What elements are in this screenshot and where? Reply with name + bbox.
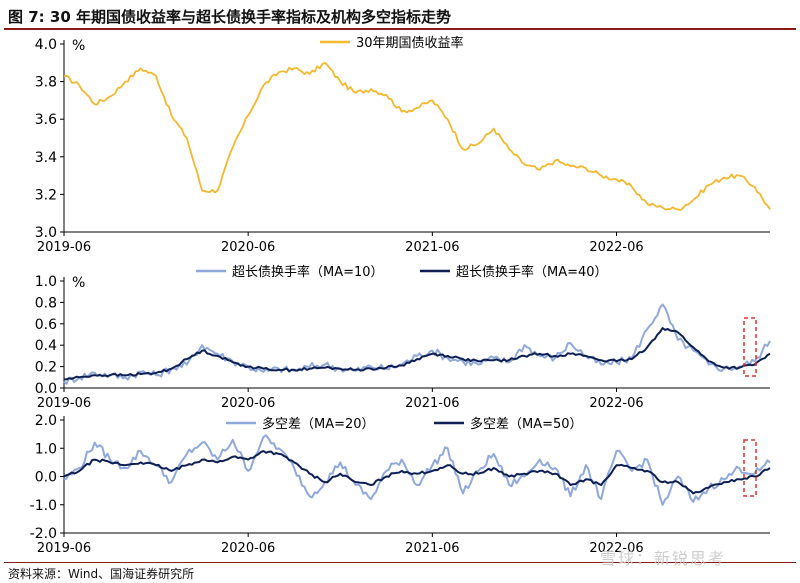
spread-x-tick-label: 2021-06 <box>405 541 459 556</box>
turnover-y-tick-label: 1.0 <box>35 274 57 290</box>
yield-y-tick-label: 4.0 <box>35 37 57 53</box>
yield-x-tick-label: 2021-06 <box>405 240 459 255</box>
yield-series-line-1 <box>63 61 771 211</box>
spread-highlight-box <box>743 439 757 497</box>
spread-legend-label-2: 多空差（MA=50） <box>470 416 583 432</box>
yield-legend-label-1: 30年期国债收益率 <box>356 35 464 51</box>
figure-header: 图 7: 30 年期国债收益率与超长债换手率指标及机构多空指标走势 <box>0 0 800 30</box>
turnover-legend-label-2: 超长债换手率（MA=40） <box>456 264 608 280</box>
watermark-text: 雪球：新锐思考 <box>600 549 727 568</box>
spread-chart-panel: -2.0 -1.0 0.0 1.0 2.0 2019-06 2020-06 2021-06 20… <box>30 413 771 556</box>
yield-y-tick-label: 3.0 <box>35 225 57 241</box>
source-note: 资料来源：Wind、国海证券研究所 <box>8 567 195 581</box>
yield-chart-panel: 3.0 3.2 3.4 3.6 3.8 4.0 % 2019-06 2020-06 2021-06… <box>35 35 771 255</box>
turnover-legend-label-1: 超长债换手率（MA=10） <box>232 264 384 280</box>
spread-y-tick-label: -1.0 <box>30 498 57 514</box>
turnover-x-tick-label: 2019-06 <box>37 396 91 411</box>
spread-legend-label-1: 多空差（MA=20） <box>262 416 375 432</box>
turnover-y-tick-label: 0.6 <box>35 317 57 333</box>
turnover-highlight-box <box>743 317 757 377</box>
spread-y-tick-label: 1.0 <box>35 441 57 457</box>
spread-series-line-2 <box>63 450 771 495</box>
yield-y-tick-label: 3.2 <box>35 187 57 203</box>
turnover-series-line-1 <box>63 303 771 385</box>
turnover-x-tick-label: 2020-06 <box>221 396 275 411</box>
yield-x-tick-label: 2020-06 <box>221 240 275 255</box>
footer-divider <box>4 562 796 563</box>
spread-y-tick-label: -2.0 <box>30 526 57 542</box>
spread-x-tick-label: 2022-06 <box>589 541 643 556</box>
turnover-series-line-2 <box>63 327 771 381</box>
turnover-x-tick-label: 2021-06 <box>405 396 459 411</box>
yield-x-tick-label: 2022-06 <box>589 240 643 255</box>
yield-y-tick-label: 3.6 <box>35 112 57 128</box>
figure-title: 图 7: 30 年期国债收益率与超长债换手率指标及机构多空指标走势 <box>8 8 451 26</box>
spread-x-tick-label: 2019-06 <box>37 541 91 556</box>
yield-unit-label: % <box>72 38 85 54</box>
spread-y-tick-label: 2.0 <box>35 413 57 429</box>
yield-y-tick-label: 3.4 <box>35 150 57 166</box>
turnover-y-tick-label: 0.4 <box>35 338 57 354</box>
spread-x-tick-label: 2020-06 <box>221 541 275 556</box>
turnover-y-tick-label: 0.2 <box>35 360 57 376</box>
turnover-y-tick-label: 0.8 <box>35 295 57 311</box>
turnover-unit-label: % <box>72 275 85 291</box>
yield-y-tick-label: 3.8 <box>35 75 57 91</box>
spread-y-tick-label: 0.0 <box>35 470 57 486</box>
turnover-y-tick-label: 0.0 <box>35 381 57 397</box>
turnover-x-tick-label: 2022-06 <box>589 396 643 411</box>
yield-x-tick-label: 2019-06 <box>37 240 91 255</box>
turnover-chart-panel: 0.0 0.2 0.4 0.6 0.8 1.0 % 2019-06 2020-06 2021-06… <box>35 264 771 411</box>
title-divider <box>4 28 796 30</box>
